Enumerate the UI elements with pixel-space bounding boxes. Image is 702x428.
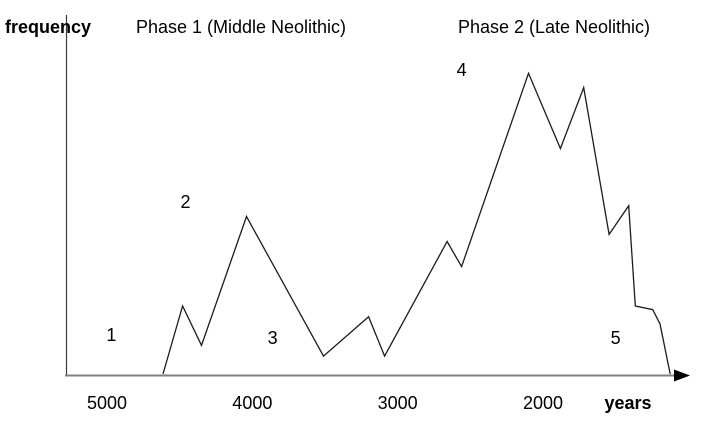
- frequency-curve: [162, 71, 671, 375]
- annotation-5: 5: [610, 328, 621, 349]
- x-axis-title: years: [604, 393, 652, 413]
- x-axis-arrow-icon: [674, 369, 690, 382]
- x-tick-label-5000: 5000: [86, 393, 128, 413]
- x-tick-label-3000: 3000: [377, 393, 418, 413]
- phase1-label: Phase 1 (Middle Neolithic): [135, 17, 347, 37]
- annotation-4: 4: [456, 59, 467, 80]
- x-tick-label-4000: 4000: [232, 393, 273, 413]
- x-tick-label-2000: 2000: [522, 393, 564, 413]
- y-axis-title: frequency: [5, 17, 92, 37]
- annotation-3: 3: [267, 328, 278, 349]
- annotation-2: 2: [180, 192, 191, 213]
- phase2-label: Phase 2 (Late Neolithic): [457, 17, 651, 37]
- annotation-1: 1: [106, 324, 117, 345]
